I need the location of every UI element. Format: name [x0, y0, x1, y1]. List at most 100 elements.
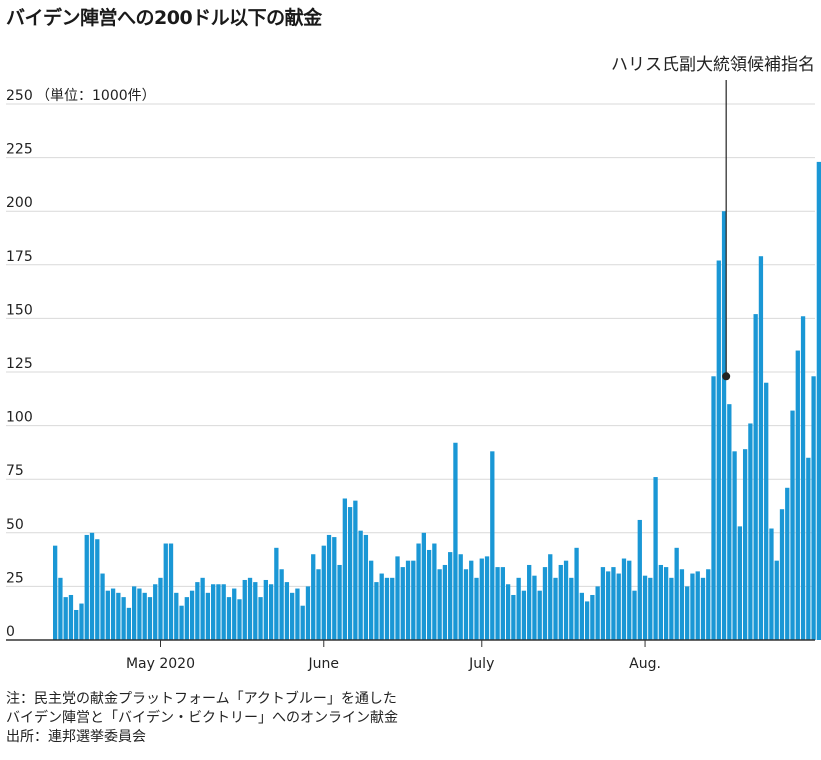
- bar: [184, 597, 189, 640]
- bar: [342, 498, 347, 640]
- bar: [168, 543, 174, 640]
- y-tick-label: 225: [6, 142, 33, 158]
- bar: [205, 592, 211, 640]
- annotation-label: ハリス氏副大統領候補指名: [611, 55, 815, 75]
- bar: [653, 477, 658, 640]
- x-tick-label: July: [468, 656, 494, 672]
- bar: [600, 567, 606, 640]
- bar: [347, 507, 353, 640]
- bar: [237, 599, 242, 640]
- bar: [411, 560, 416, 640]
- bar: [527, 564, 532, 640]
- bar: [158, 577, 163, 640]
- bar: [627, 560, 632, 640]
- bar: [779, 509, 785, 640]
- bar: [458, 554, 463, 640]
- bar: [163, 543, 168, 640]
- bar: [595, 586, 600, 640]
- bar: [53, 545, 58, 640]
- bar: [679, 569, 685, 640]
- bar: [448, 552, 453, 640]
- y-tick-label: 150: [6, 302, 33, 318]
- bar: [89, 532, 95, 640]
- bar: [316, 569, 321, 640]
- bar: [400, 567, 405, 640]
- bar: [658, 564, 664, 640]
- bar: [616, 573, 621, 640]
- bar: [521, 590, 527, 640]
- y-unit-label: （単位：1000件）: [36, 88, 156, 104]
- bar: [764, 382, 769, 640]
- bar: [253, 582, 258, 640]
- bar: [147, 597, 153, 640]
- x-tick-label: May 2020: [126, 656, 195, 672]
- bar: [284, 582, 290, 640]
- bar: [442, 564, 448, 640]
- x-tick-label: Aug.: [629, 656, 661, 672]
- bar-chart: 0 25 50 75 100 125 150 175 200 225 250 （単位：1000件） M…: [6, 55, 821, 672]
- bar: [695, 571, 700, 640]
- bar: [590, 594, 595, 640]
- bar: [642, 575, 648, 640]
- bar: [806, 457, 811, 640]
- bar: [579, 592, 584, 640]
- bar: [753, 314, 758, 640]
- bar: [706, 569, 711, 640]
- bar: [716, 260, 721, 640]
- bar: [263, 579, 268, 640]
- bar: [574, 547, 579, 640]
- bar: [727, 404, 732, 640]
- bar: [721, 211, 727, 640]
- bar: [505, 584, 511, 640]
- chart-title: バイデン陣営への200ドル以下の献金: [6, 7, 322, 29]
- bar: [290, 592, 295, 640]
- bar: [95, 539, 100, 640]
- y-tick-label: 175: [6, 249, 33, 265]
- x-tick-label: June: [308, 656, 340, 672]
- gridlines: [6, 103, 815, 587]
- bar: [174, 592, 179, 640]
- bar: [700, 577, 706, 640]
- bar: [416, 543, 421, 640]
- bar: [742, 449, 748, 640]
- bar: [511, 594, 516, 640]
- bar: [142, 592, 147, 640]
- bar: [637, 519, 642, 640]
- bar: [179, 605, 184, 640]
- bar: [421, 532, 426, 640]
- bar: [621, 558, 627, 640]
- bar: [68, 594, 74, 640]
- bar: [800, 316, 806, 640]
- bar: [516, 577, 521, 640]
- bar: [232, 588, 237, 640]
- y-tick-label: 250: [6, 88, 33, 104]
- bar: [242, 579, 247, 640]
- bar: [606, 571, 611, 640]
- bar: [495, 567, 500, 640]
- bar: [321, 545, 326, 640]
- y-tick-label: 0: [6, 624, 15, 640]
- bar: [532, 575, 537, 640]
- bar: [200, 577, 205, 640]
- bar: [79, 603, 84, 640]
- bar: [569, 577, 574, 640]
- bar: [737, 526, 743, 640]
- note-line-2: バイデン陣営と「バイデン・ビクトリー」へのオンライン献金: [6, 710, 398, 726]
- source-note: 出所：連邦選挙委員会: [6, 729, 146, 745]
- annotation-dot: [722, 372, 731, 381]
- bar: [268, 584, 274, 640]
- bar: [226, 597, 232, 640]
- bars: [53, 161, 821, 640]
- bar: [563, 560, 569, 640]
- bar: [469, 560, 474, 640]
- bar: [774, 560, 779, 640]
- bar: [105, 590, 110, 640]
- bar: [769, 528, 774, 640]
- bar: [669, 577, 674, 640]
- bar: [674, 547, 679, 640]
- bar: [537, 590, 542, 640]
- bar: [811, 376, 816, 640]
- bar: [153, 584, 158, 640]
- note-line-1: 注：民主党の献金プラットフォーム「アクトブルー」を通した: [6, 691, 397, 707]
- bar: [500, 567, 505, 640]
